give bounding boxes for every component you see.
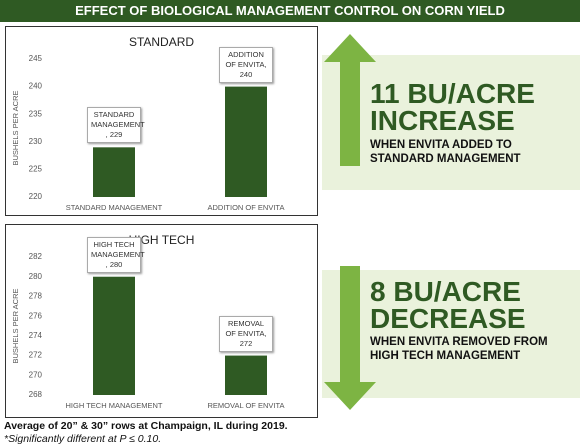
data-label: ADDITION OF ENVITA, 240 xyxy=(219,46,273,83)
y-tick-label: 240 xyxy=(29,82,43,91)
chart-box: BUSHELS PER ACRE 220 225 230 235 240 245 STANDA… xyxy=(5,26,318,216)
x-tick-label: HIGH TECH MANAGEMENT xyxy=(66,401,163,410)
bar xyxy=(225,355,267,395)
callout-panel xyxy=(322,55,580,190)
down-arrow xyxy=(324,266,376,410)
y-tick-label: 280 xyxy=(29,272,43,281)
data-label: HIGH TECH MANAGEMENT , 280 xyxy=(87,236,145,273)
y-tick-label: 278 xyxy=(29,292,43,301)
note-line: STANDARD MANAGEMENT xyxy=(370,153,521,165)
banner-title: EFFECT OF BIOLOGICAL MANAGEMENT CONTROL … xyxy=(0,0,580,22)
x-tick-label: REMOVAL OF ENVITA xyxy=(208,401,285,410)
bar xyxy=(225,86,267,197)
y-tick-label: 245 xyxy=(29,54,43,63)
y-tick-label: 220 xyxy=(29,192,43,201)
x-tick-label: STANDARD MANAGEMENT xyxy=(66,203,163,212)
chart-title: STANDARD xyxy=(128,35,195,49)
y-axis-label: BUSHELS PER ACRE xyxy=(11,288,20,363)
y-tick-label: 230 xyxy=(29,137,43,146)
up-arrow xyxy=(324,34,376,166)
footer-significance: *Significantly different at P ≤ 0.10. xyxy=(4,433,162,445)
note-line: WHEN ENVITA ADDED TO xyxy=(370,139,512,151)
y-tick-label: 272 xyxy=(29,351,43,360)
callout-note: WHEN ENVITA ADDED TO STANDARD MANAGEMENT xyxy=(370,138,521,166)
note-line: HIGH TECH MANAGEMENT xyxy=(370,350,521,362)
data-label: STANDARD MANAGEMENT , 229 xyxy=(87,107,145,144)
data-label: REMOVAL OF ENVITA, 272 xyxy=(219,315,273,352)
y-tick-label: 268 xyxy=(29,390,43,399)
callout-headline: 8 BU/ACRE DECREASE xyxy=(370,276,526,334)
bar xyxy=(93,147,135,197)
chart: BUSHELS PER ACRE 268 270 272 274 276 278 280 282… xyxy=(11,252,285,410)
chart: BUSHELS PER ACRE 220 225 230 235 240 245 STANDA… xyxy=(11,54,285,212)
headline-line: DECREASE xyxy=(370,303,526,334)
callout-panel xyxy=(322,270,580,398)
y-tick-label: 276 xyxy=(29,311,43,320)
callout-headline: 11 BU/ACRE INCREASE xyxy=(370,78,535,136)
headline-line: 8 BU/ACRE xyxy=(370,276,521,307)
y-tick-label: 282 xyxy=(29,252,43,261)
footer-note: Average of 20” & 30” rows at Champaign, … xyxy=(4,420,288,432)
y-tick-label: 270 xyxy=(29,370,43,379)
y-tick-label: 274 xyxy=(29,331,43,340)
arrows xyxy=(324,34,376,410)
bar xyxy=(93,276,135,395)
callout-note: WHEN ENVITA REMOVED FROM HIGH TECH MANAG… xyxy=(370,335,548,363)
y-tick-label: 225 xyxy=(29,165,43,174)
y-axis-label: BUSHELS PER ACRE xyxy=(11,90,20,165)
headline-line: INCREASE xyxy=(370,105,515,136)
note-line: WHEN ENVITA REMOVED FROM xyxy=(370,336,548,348)
chart-box: BUSHELS PER ACRE 268 270 272 274 276 278 280 282… xyxy=(5,224,318,418)
y-tick-label: 235 xyxy=(29,109,43,118)
headline-line: 11 BU/ACRE xyxy=(370,78,535,109)
x-tick-label: ADDITION OF ENVITA xyxy=(208,203,285,212)
chart-title: HIGH TECH xyxy=(128,233,195,247)
